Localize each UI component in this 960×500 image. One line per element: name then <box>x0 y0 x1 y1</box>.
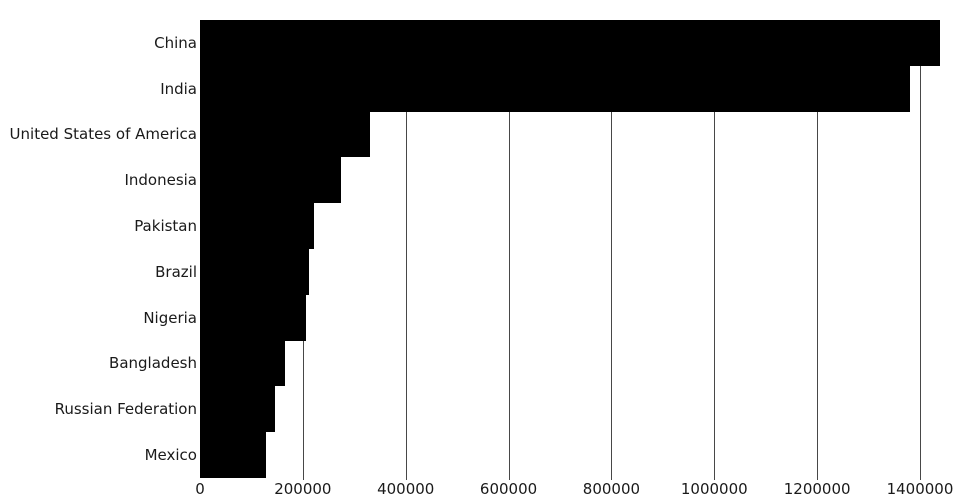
bar-bangladesh <box>200 340 285 387</box>
x-tick-label: 400000 <box>377 480 435 498</box>
bar-nigeria <box>200 294 306 341</box>
y-axis-label: Brazil <box>155 262 197 281</box>
y-axis-label: Pakistan <box>134 217 197 236</box>
bar-united-states-of-america <box>200 111 371 158</box>
y-axis-label: India <box>160 79 197 98</box>
y-axis-label: Mexico <box>144 446 197 465</box>
y-axis-label: Nigeria <box>143 308 197 327</box>
bar-mexico <box>200 432 267 478</box>
gridline <box>611 20 613 480</box>
bar-russian-federation <box>200 386 276 433</box>
y-axis-label: Russian Federation <box>54 400 197 419</box>
bar-india <box>200 65 910 112</box>
x-tick-label: 800000 <box>582 480 641 498</box>
bar-brazil <box>200 249 310 295</box>
gridline <box>714 20 716 480</box>
y-axis-label: Indonesia <box>124 171 197 190</box>
x-tick-label: 600000 <box>479 480 538 498</box>
gridline <box>920 20 921 480</box>
bar-indonesia <box>200 157 341 204</box>
y-axis-label: United States of America <box>9 125 197 144</box>
x-tick-label: 200000 <box>274 480 332 498</box>
bar-pakistan <box>200 203 314 249</box>
x-tick-label: 0 <box>195 480 205 498</box>
y-axis-label: Bangladesh <box>109 354 197 373</box>
bar-china <box>200 20 941 66</box>
gridline <box>817 20 819 480</box>
gridline <box>508 20 510 480</box>
x-tick-label: 1400000 <box>886 480 954 498</box>
gridline <box>405 20 407 480</box>
y-axis-label: China <box>154 33 197 52</box>
x-tick-label: 1000000 <box>680 480 748 498</box>
x-tick-label: 1200000 <box>783 480 851 498</box>
